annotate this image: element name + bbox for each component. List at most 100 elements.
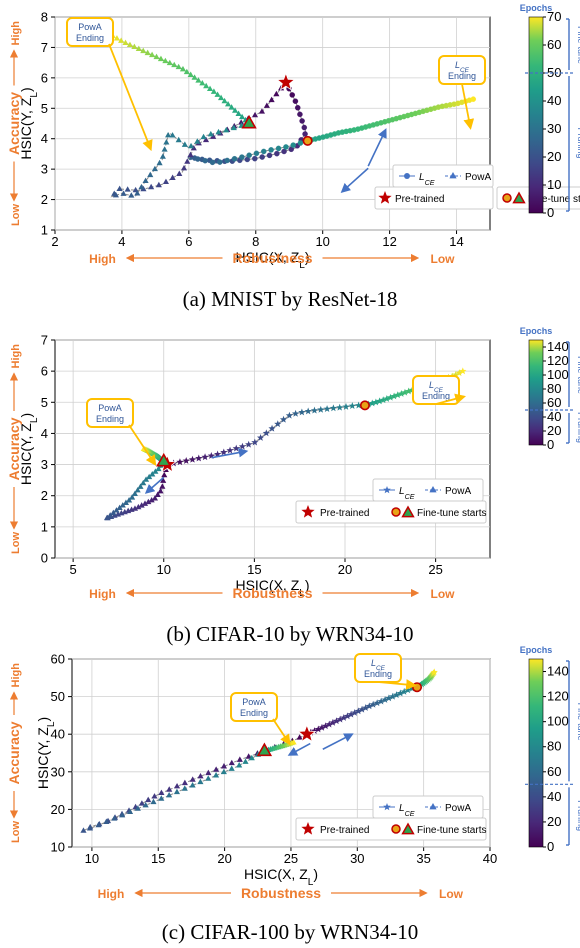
colorbar-tick-label: 20 bbox=[547, 423, 561, 438]
powa-point bbox=[245, 753, 252, 759]
callout-line2: Ending bbox=[240, 708, 268, 718]
pruning-label: Pruning bbox=[576, 127, 580, 158]
finetune-start-powa bbox=[156, 452, 172, 467]
callout-line2: Ending bbox=[96, 414, 124, 424]
powa-point bbox=[149, 51, 156, 58]
lce-point bbox=[459, 367, 467, 375]
lce-point bbox=[238, 442, 247, 450]
x-tick-label: 25 bbox=[284, 851, 298, 866]
colorbar-tick-label: 140 bbox=[547, 664, 569, 679]
callout-box bbox=[230, 692, 278, 722]
finetune-label: Fine-tune bbox=[576, 703, 580, 741]
lce-point bbox=[310, 406, 319, 414]
powa-point bbox=[111, 512, 118, 518]
lce-point bbox=[373, 699, 381, 707]
powa-point bbox=[158, 795, 165, 801]
x-tick-label: 40 bbox=[483, 851, 497, 866]
powa-point bbox=[134, 190, 141, 196]
y-axis-label: HSIC(Y, ZL) bbox=[35, 717, 57, 789]
y-tick-label: 1 bbox=[41, 519, 48, 534]
powa-point bbox=[103, 818, 110, 824]
lce-point bbox=[385, 694, 393, 702]
colorbar-tick-label: 30 bbox=[547, 121, 561, 136]
x-tick-label: 20 bbox=[217, 851, 231, 866]
lce-point bbox=[289, 92, 295, 98]
powa-point bbox=[202, 136, 210, 143]
panel-3: 10 15 20 25 30 35 40 10 20 30 40 50 60 HSIC(X, ZL) HSI… bbox=[6, 645, 580, 944]
lce-point bbox=[231, 156, 238, 162]
powa-point bbox=[134, 805, 141, 811]
robustness-low: Low bbox=[431, 252, 456, 266]
callout-line1: PowA bbox=[242, 697, 266, 707]
finetune-label: Fine-tune bbox=[576, 26, 580, 64]
powa-point bbox=[119, 502, 126, 508]
colorbar-tick-label: 80 bbox=[547, 381, 561, 396]
x-tick-label: 10 bbox=[315, 234, 329, 249]
powa-point bbox=[128, 192, 135, 198]
powa-point bbox=[149, 471, 156, 477]
x-tick-label: 12 bbox=[382, 234, 396, 249]
y-tick-label: 50 bbox=[51, 689, 65, 704]
legend-label-finetune-starts: Fine-tune starts bbox=[417, 825, 486, 836]
powa-point bbox=[134, 486, 141, 493]
powa-point bbox=[268, 96, 275, 103]
powa-point bbox=[205, 769, 212, 776]
powa-point bbox=[251, 111, 259, 118]
powa-point bbox=[159, 483, 166, 489]
powa-point bbox=[235, 110, 242, 116]
x-tick-label: 15 bbox=[247, 562, 261, 577]
caption: (b) CIFAR-10 by WRN34-10 bbox=[166, 622, 413, 646]
powa-point bbox=[151, 495, 159, 501]
powa-point bbox=[131, 490, 138, 497]
x-tick-label: 5 bbox=[70, 562, 77, 577]
powa-point bbox=[184, 158, 191, 164]
lce-point bbox=[386, 393, 395, 401]
powa-point bbox=[194, 138, 201, 144]
callout-line2: Ending bbox=[76, 33, 104, 43]
y-tick-label: 2 bbox=[41, 488, 48, 503]
callout-arrow bbox=[377, 679, 417, 690]
legend-series: LCE PowA bbox=[392, 164, 494, 188]
colorbar-tick-label: 10 bbox=[547, 177, 561, 192]
colorbar-title: Epochs bbox=[520, 645, 553, 655]
lce-point bbox=[452, 371, 460, 378]
powa-point bbox=[131, 505, 139, 511]
legend-marker-powa bbox=[429, 486, 437, 493]
y-tick-label: 5 bbox=[41, 101, 48, 116]
powa-point bbox=[228, 765, 235, 771]
powa-point bbox=[122, 39, 129, 46]
callout-box bbox=[86, 398, 134, 428]
lce-point bbox=[470, 96, 477, 102]
lce-point bbox=[246, 152, 252, 158]
lce-point bbox=[239, 154, 245, 160]
colorbar-tick-label: 60 bbox=[547, 395, 561, 410]
lce-point bbox=[259, 154, 265, 160]
legend-label-finetune-starts: Fine-tune starts bbox=[417, 508, 486, 519]
powa-point bbox=[296, 734, 303, 740]
powa-point bbox=[181, 141, 188, 147]
powa-point bbox=[258, 108, 266, 114]
robustness-high: High bbox=[98, 887, 125, 901]
powa-point bbox=[248, 754, 255, 761]
colorbar-tick-label: 60 bbox=[547, 37, 561, 52]
lce-point bbox=[396, 689, 404, 697]
powa-point bbox=[173, 782, 181, 789]
lce-point bbox=[430, 668, 438, 676]
legend-marker-lce bbox=[383, 486, 391, 494]
callout-line1: LCE bbox=[371, 658, 386, 672]
callout-line1: PowA bbox=[78, 22, 102, 32]
pruning-label: Pruning bbox=[576, 412, 580, 443]
finetune-start-lce bbox=[412, 682, 423, 693]
lce-point bbox=[310, 727, 319, 735]
powa-point bbox=[195, 77, 202, 83]
lce-point bbox=[321, 722, 330, 730]
x-tick-label: 25 bbox=[428, 562, 442, 577]
powa-point bbox=[140, 479, 147, 486]
lce-point bbox=[301, 124, 308, 131]
caption: (a) MNIST by ResNet-18 bbox=[183, 287, 398, 311]
powa-point bbox=[205, 775, 212, 781]
powa-point bbox=[220, 763, 228, 769]
x-axis-label: HSIC(X, ZL) bbox=[235, 249, 309, 271]
callout-line1: LCE bbox=[429, 380, 444, 394]
